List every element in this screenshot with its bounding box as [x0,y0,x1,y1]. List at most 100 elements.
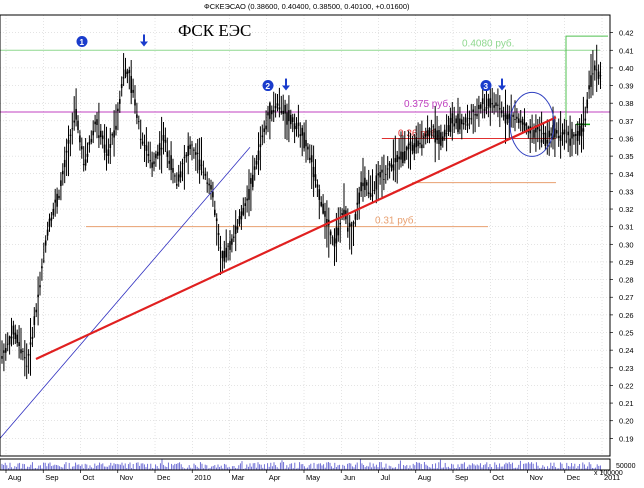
candle-body [424,133,427,138]
candle-body [212,191,214,198]
candle-body [421,144,423,149]
candle-body [153,161,155,165]
candle-body [20,349,22,354]
candle-body [419,142,421,145]
x-tick-label: Aug [8,473,21,482]
candle-body [176,183,178,186]
candle-body [445,133,448,134]
candle-body [214,209,216,216]
candle-body [329,231,332,236]
candle-body [122,77,125,79]
candle-body [386,168,389,170]
x-tick-label: Oct [83,473,96,482]
candle-body [559,135,562,141]
candle-body [481,98,484,105]
down-arrow-head [282,85,290,91]
candle-body [130,75,132,93]
candle-body [546,140,549,144]
candle-body [284,104,286,114]
candle-body [63,159,66,168]
candle-body [234,225,237,234]
candle-body [470,118,473,120]
y-tick-label: 0.25 [619,329,634,338]
candle-body [73,120,75,123]
candle-body [71,128,74,130]
candle-body [381,169,383,173]
candle-body [459,118,461,130]
candle-body [206,182,208,184]
candle-body [478,104,480,110]
candle-body [54,199,56,203]
breakout-box [565,35,608,121]
candle-body [400,151,402,160]
candle-body [305,139,307,147]
candle-body [25,365,28,367]
candle-body [453,123,455,127]
candle-body [377,173,379,176]
candle-body [350,224,353,227]
candle-body [202,171,205,173]
candle-body [6,343,9,345]
candle-body [46,229,49,236]
candle-body [274,105,277,109]
candle-body [105,154,108,156]
x-tick-label: Jun [343,473,355,482]
candle-body [269,102,271,119]
candle-body [48,218,51,227]
candle-body [343,209,345,216]
x-tick-label: Apr [269,473,281,482]
candle-body [537,126,539,130]
candle-body [428,128,431,135]
candle-body [333,238,336,247]
y-tick-label: 0.21 [619,399,634,408]
chart-title: ФСК ЕЭС [178,21,251,40]
candle-body [18,342,20,347]
candle-body [134,99,136,106]
candle-body [164,139,167,143]
candle-body [117,108,119,112]
candle-body [52,208,55,216]
candle-body [480,104,482,109]
candle-body [554,128,556,138]
candle-body [487,98,490,107]
candle-body [307,146,309,150]
candle-body [312,166,315,178]
volume-frame [0,458,611,471]
candle-body [115,125,117,130]
candle-body [457,113,459,133]
candle-body [432,126,435,128]
candle-body [519,120,522,123]
candle-body [257,150,260,161]
candle-body [166,151,169,157]
y-tick-label: 0.27 [619,293,634,302]
candle-body [362,182,364,187]
candle-body [75,108,77,120]
candle-body [314,174,317,181]
y-tick-label: 0.20 [619,417,634,426]
candle-body [100,130,102,137]
candle-body [35,309,37,313]
candle-body [177,174,180,182]
down-arrow-head [498,85,506,91]
candle-body [181,163,184,165]
x-tick-label: Jul [381,473,391,482]
candle-body [512,114,514,117]
y-tick-label: 0.33 [619,187,634,196]
price-level-label: 0.4080 руб. [462,37,514,49]
candle-body [215,218,218,222]
y-tick-label: 0.29 [619,258,634,267]
candle-body [162,134,165,141]
candle-body [145,145,148,151]
price-level-label: 0.375 руб. [404,98,451,110]
x-tick-label: Dec [157,473,171,482]
candle-body [160,147,163,150]
candle-body [504,113,507,124]
candle-body [466,123,469,126]
candle-body [518,118,520,123]
candle-body [170,155,172,170]
candle-body [586,99,588,109]
y-tick-label: 0.30 [619,240,634,249]
candle-body [347,227,349,232]
candle-body [195,152,197,155]
candle-body [542,132,545,135]
